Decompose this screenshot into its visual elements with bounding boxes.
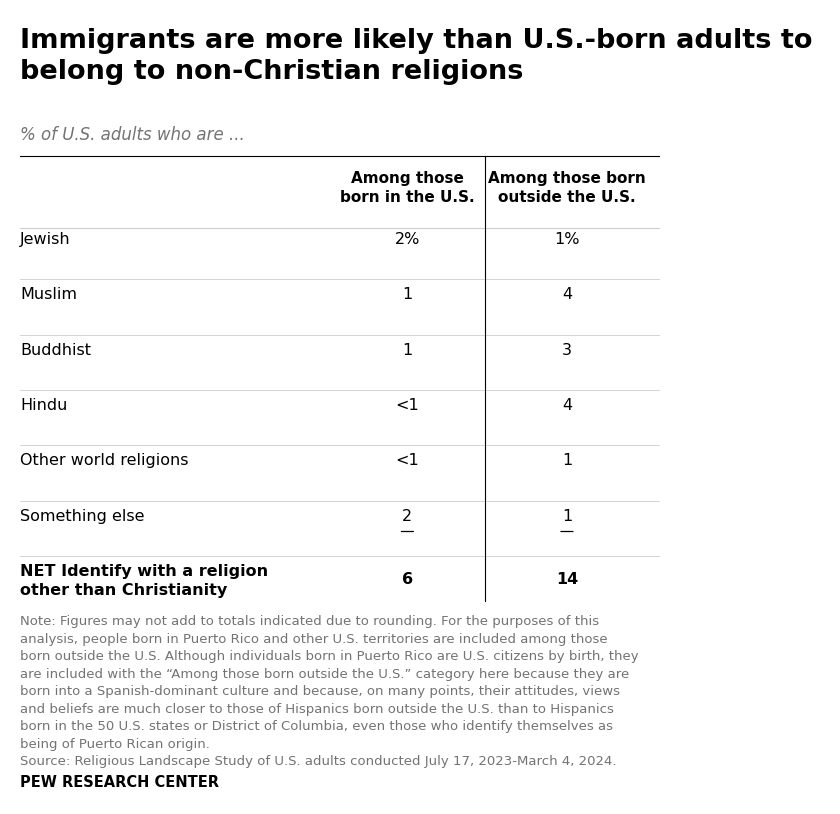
Text: Note: Figures may not add to totals indicated due to rounding. For the purposes : Note: Figures may not add to totals indi… (20, 615, 639, 768)
Text: 1: 1 (402, 343, 412, 357)
Text: 1: 1 (402, 287, 412, 302)
Text: 1: 1 (562, 509, 572, 523)
Text: Among those born
outside the U.S.: Among those born outside the U.S. (488, 171, 646, 204)
Text: % of U.S. adults who are ...: % of U.S. adults who are ... (20, 126, 245, 144)
Text: 14: 14 (556, 572, 578, 587)
Text: Muslim: Muslim (20, 287, 77, 302)
Text: Among those
born in the U.S.: Among those born in the U.S. (340, 171, 475, 204)
Text: Immigrants are more likely than U.S.-born adults to
belong to non-Christian reli: Immigrants are more likely than U.S.-bor… (20, 28, 813, 85)
Text: Buddhist: Buddhist (20, 343, 92, 357)
Text: NET Identify with a religion
other than Christianity: NET Identify with a religion other than … (20, 564, 269, 597)
Text: 6: 6 (402, 572, 413, 587)
Text: Hindu: Hindu (20, 398, 68, 413)
Text: <1: <1 (396, 398, 419, 413)
Text: PEW RESEARCH CENTER: PEW RESEARCH CENTER (20, 774, 219, 790)
Text: 4: 4 (562, 398, 572, 413)
Text: <1: <1 (396, 453, 419, 468)
Text: 1: 1 (562, 453, 572, 468)
Text: Something else: Something else (20, 509, 144, 523)
Text: 2%: 2% (395, 232, 420, 247)
Text: 3: 3 (562, 343, 572, 357)
Text: 4: 4 (562, 287, 572, 302)
Text: 1%: 1% (554, 232, 580, 247)
Text: Other world religions: Other world religions (20, 453, 189, 468)
Text: Jewish: Jewish (20, 232, 71, 247)
Text: 2: 2 (402, 509, 412, 523)
